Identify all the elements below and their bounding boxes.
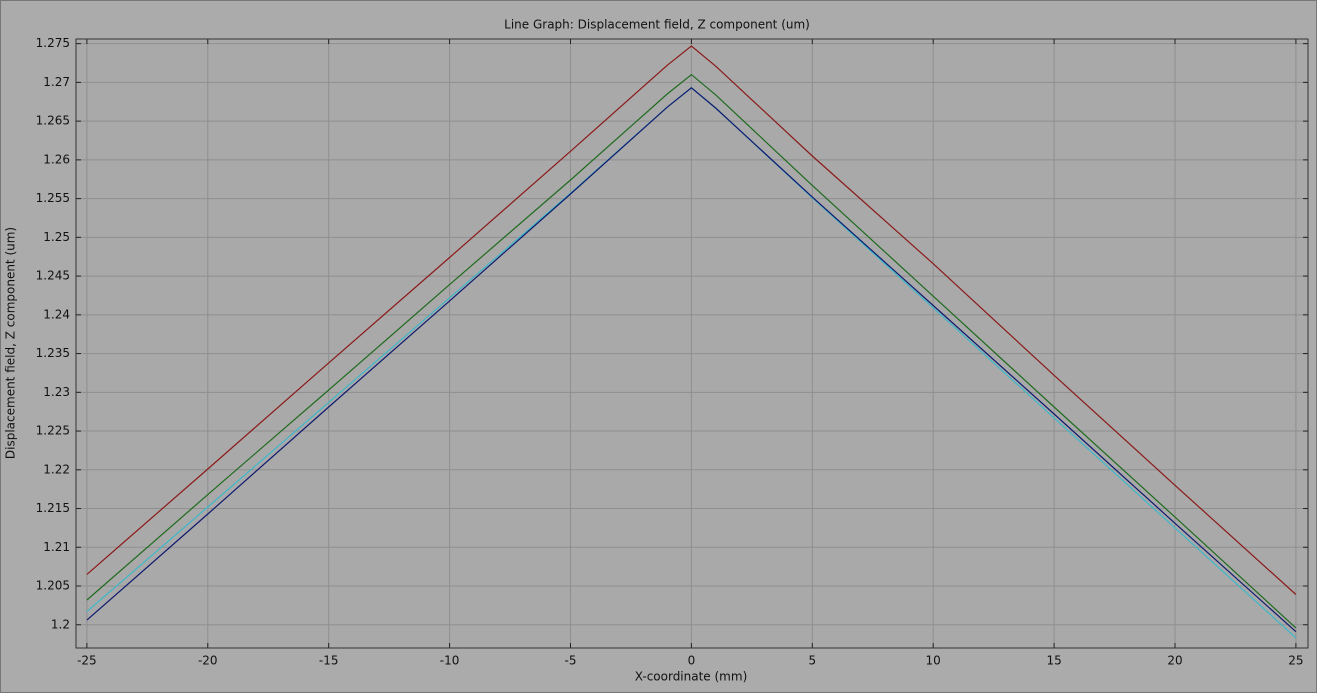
y-tick-label: 1.275 (36, 36, 70, 50)
y-tick-label: 1.225 (36, 424, 70, 438)
series-line (86, 73, 1297, 629)
y-tick-label: 1.22 (43, 462, 70, 476)
y-tick-label: 1.205 (36, 579, 70, 593)
x-tick-label: 0 (688, 654, 696, 668)
y-tick-label: 1.26 (43, 152, 70, 166)
chart-title: Line Graph: Displacement field, Z compon… (504, 18, 810, 32)
y-tick-label: 1.215 (36, 501, 70, 515)
y-tick-label: 1.25 (43, 230, 70, 244)
y-tick-label: 1.245 (36, 269, 70, 283)
x-tick-label: 25 (1288, 654, 1303, 668)
x-tick-label: -25 (77, 654, 97, 668)
y-tick-label: 1.24 (43, 307, 70, 321)
y-tick-label: 1.235 (36, 346, 70, 360)
x-tick-label: 10 (926, 654, 941, 668)
x-tick-label: 15 (1046, 654, 1061, 668)
plot-area (75, 38, 1309, 649)
x-tick-label: -20 (198, 654, 218, 668)
y-axis-label: Displacement field, Z component (um) (4, 227, 18, 459)
x-tick-label: -15 (319, 654, 339, 668)
y-tick-label: 1.265 (36, 114, 70, 128)
y-tick-label: 1.2 (51, 617, 70, 631)
x-axis-label: X-coordinate (mm) (635, 670, 748, 684)
y-tick-label: 1.23 (43, 385, 70, 399)
x-tick-label: 20 (1167, 654, 1182, 668)
x-tick-label: -10 (440, 654, 460, 668)
y-tick-label: 1.255 (36, 191, 70, 205)
x-tick-label: 5 (808, 654, 816, 668)
x-tick-label: -5 (565, 654, 577, 668)
series-line (86, 45, 1297, 595)
series-line (86, 87, 1297, 633)
y-tick-label: 1.21 (43, 540, 70, 554)
y-tick-label: 1.27 (43, 75, 70, 89)
